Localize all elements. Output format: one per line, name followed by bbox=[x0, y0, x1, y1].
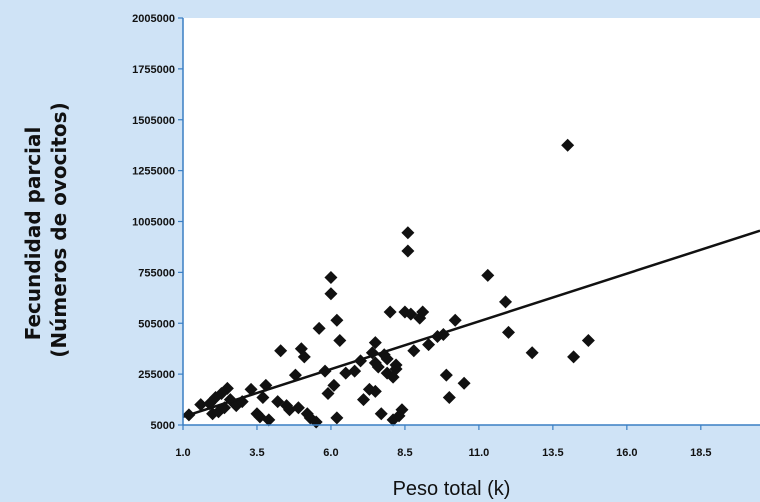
data-point bbox=[220, 381, 234, 395]
data-point bbox=[283, 403, 297, 417]
y-axis-title: Fecundidad parcial (Números de ovocitos) bbox=[21, 102, 71, 357]
y-tick-label: 755000 bbox=[138, 267, 175, 279]
y-tick-labels: 5000 255000 505000 755000 1005000 1255000 1505… bbox=[132, 13, 183, 432]
plot-area bbox=[183, 18, 760, 425]
x-tick-label: 18.5 bbox=[690, 447, 711, 459]
data-point bbox=[330, 313, 344, 327]
data-point bbox=[380, 352, 394, 366]
x-tick-label: 11.0 bbox=[468, 447, 489, 459]
data-point bbox=[439, 368, 453, 382]
data-point bbox=[401, 226, 415, 240]
y-tick-label: 505000 bbox=[138, 318, 175, 330]
x-tick-label: 1.0 bbox=[175, 447, 190, 459]
x-tick-labels: 1.0 3.5 6.0 8.5 11.0 13.5 16.0 18.5 bbox=[175, 425, 712, 459]
data-point bbox=[442, 391, 456, 405]
y-axis-title-line-1: Fecundidad parcial bbox=[21, 127, 45, 341]
data-point bbox=[395, 403, 409, 417]
data-point bbox=[262, 413, 276, 427]
y-tick-label: 1505000 bbox=[132, 115, 175, 127]
data-point bbox=[525, 346, 539, 360]
y-tick-label: 1755000 bbox=[132, 64, 175, 76]
data-point bbox=[327, 378, 341, 392]
x-tick-label: 6.0 bbox=[323, 447, 338, 459]
x-axis-title: Peso total (k) bbox=[393, 478, 511, 500]
data-point bbox=[333, 334, 347, 348]
y-tick-label: 2005000 bbox=[132, 13, 175, 25]
data-point bbox=[321, 386, 335, 400]
data-point bbox=[368, 384, 382, 398]
data-point bbox=[339, 366, 353, 380]
data-point bbox=[324, 270, 338, 284]
data-point bbox=[501, 325, 515, 339]
y-axis-title-line-2: (Números de ovocitos) bbox=[47, 102, 71, 357]
x-tick-label: 3.5 bbox=[249, 447, 264, 459]
x-tick-label: 13.5 bbox=[542, 447, 563, 459]
data-point bbox=[416, 305, 430, 319]
y-tick-label: 1255000 bbox=[132, 166, 175, 178]
data-point bbox=[368, 336, 382, 350]
y-tick-label: 255000 bbox=[138, 369, 175, 381]
data-point bbox=[389, 358, 403, 372]
data-point bbox=[356, 393, 370, 407]
x-tick-label: 16.0 bbox=[616, 447, 637, 459]
data-point bbox=[401, 244, 415, 258]
trend-line bbox=[182, 229, 760, 419]
data-point bbox=[330, 411, 344, 425]
data-point bbox=[407, 344, 421, 358]
data-point bbox=[371, 360, 385, 374]
data-point bbox=[422, 338, 436, 352]
data-point bbox=[448, 313, 462, 327]
data-point bbox=[374, 407, 388, 421]
data-point bbox=[312, 321, 326, 335]
data-point bbox=[561, 138, 575, 152]
data-point bbox=[481, 268, 495, 282]
data-point bbox=[324, 287, 338, 301]
data-point bbox=[348, 364, 362, 378]
x-tick-label: 8.5 bbox=[397, 447, 412, 459]
data-point bbox=[297, 350, 311, 364]
y-tick-label: 1005000 bbox=[132, 217, 175, 229]
data-point bbox=[256, 391, 270, 405]
data-point bbox=[383, 305, 397, 319]
data-point bbox=[274, 344, 288, 358]
data-point bbox=[581, 334, 595, 348]
data-point bbox=[194, 398, 208, 412]
data-points-group bbox=[182, 138, 595, 429]
data-point bbox=[567, 350, 581, 364]
data-point bbox=[457, 376, 471, 390]
data-point bbox=[291, 401, 305, 415]
y-tick-label: 5000 bbox=[151, 420, 175, 432]
data-point bbox=[499, 295, 513, 309]
